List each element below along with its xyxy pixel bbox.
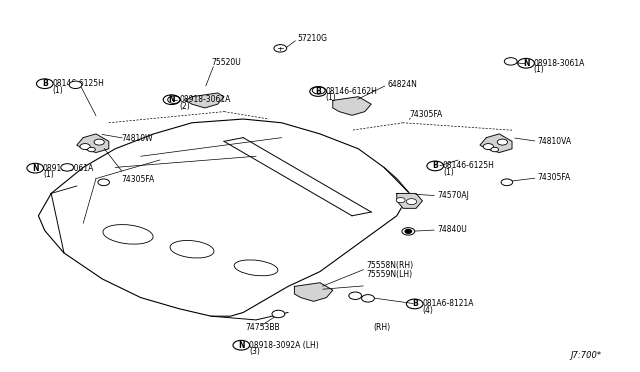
Text: 57210G: 57210G bbox=[298, 34, 328, 43]
Text: N: N bbox=[238, 341, 244, 350]
Polygon shape bbox=[294, 283, 333, 301]
Text: 08146-6162H: 08146-6162H bbox=[326, 87, 378, 96]
Text: B: B bbox=[316, 87, 321, 96]
Polygon shape bbox=[397, 193, 422, 208]
Text: 74840U: 74840U bbox=[437, 225, 467, 234]
Circle shape bbox=[349, 292, 362, 299]
Text: (1): (1) bbox=[534, 65, 545, 74]
Text: 74305FA: 74305FA bbox=[538, 173, 571, 182]
Text: (1): (1) bbox=[52, 86, 63, 94]
Circle shape bbox=[402, 228, 415, 235]
Text: N: N bbox=[523, 59, 529, 68]
Text: 75558N(RH): 75558N(RH) bbox=[366, 262, 413, 270]
Text: 75520U: 75520U bbox=[211, 58, 241, 67]
Polygon shape bbox=[186, 93, 224, 108]
Circle shape bbox=[504, 58, 517, 65]
Text: 081A6-8121A: 081A6-8121A bbox=[422, 299, 474, 308]
Circle shape bbox=[168, 96, 180, 103]
Text: B: B bbox=[42, 79, 47, 88]
Text: N: N bbox=[168, 95, 175, 104]
Text: 08146-6125H: 08146-6125H bbox=[443, 161, 495, 170]
Circle shape bbox=[483, 144, 493, 150]
Text: 75559N(LH): 75559N(LH) bbox=[366, 270, 412, 279]
Polygon shape bbox=[333, 97, 371, 115]
Text: N: N bbox=[32, 164, 38, 173]
Text: (1): (1) bbox=[443, 168, 454, 177]
Text: (RH): (RH) bbox=[374, 323, 391, 332]
Circle shape bbox=[61, 164, 74, 171]
Circle shape bbox=[88, 147, 95, 152]
Text: 74810W: 74810W bbox=[122, 134, 153, 143]
Circle shape bbox=[396, 198, 405, 203]
Circle shape bbox=[69, 81, 82, 89]
Text: (3): (3) bbox=[249, 347, 260, 356]
Circle shape bbox=[406, 199, 417, 205]
Text: 74305FA: 74305FA bbox=[410, 110, 443, 119]
Circle shape bbox=[501, 179, 513, 186]
Circle shape bbox=[362, 295, 374, 302]
Text: 08918-3061A: 08918-3061A bbox=[43, 164, 94, 173]
Circle shape bbox=[272, 310, 285, 318]
Text: 08918-3061A: 08918-3061A bbox=[179, 95, 230, 104]
Circle shape bbox=[497, 139, 508, 145]
Circle shape bbox=[491, 147, 499, 152]
Text: 64824N: 64824N bbox=[387, 80, 417, 89]
Text: 08918-3061A: 08918-3061A bbox=[534, 59, 585, 68]
Polygon shape bbox=[480, 134, 512, 153]
Circle shape bbox=[94, 139, 104, 145]
Polygon shape bbox=[77, 134, 109, 153]
Text: 74305FA: 74305FA bbox=[122, 175, 155, 184]
Text: 74570AJ: 74570AJ bbox=[437, 191, 469, 200]
Text: 08918-3092A (LH): 08918-3092A (LH) bbox=[249, 341, 319, 350]
Circle shape bbox=[98, 179, 109, 186]
Text: (2): (2) bbox=[179, 102, 190, 110]
Text: (1): (1) bbox=[326, 93, 337, 102]
Text: 74753BB: 74753BB bbox=[246, 323, 280, 332]
Text: 08146-6125H: 08146-6125H bbox=[52, 79, 104, 88]
Text: J7:700*: J7:700* bbox=[570, 351, 602, 360]
Circle shape bbox=[274, 45, 287, 52]
Text: B: B bbox=[433, 161, 438, 170]
Circle shape bbox=[312, 87, 325, 94]
Text: (4): (4) bbox=[422, 306, 433, 315]
Text: (1): (1) bbox=[43, 170, 54, 179]
Text: 74810VA: 74810VA bbox=[538, 137, 572, 146]
Text: B: B bbox=[412, 299, 417, 308]
Circle shape bbox=[405, 230, 412, 233]
Circle shape bbox=[80, 144, 90, 150]
